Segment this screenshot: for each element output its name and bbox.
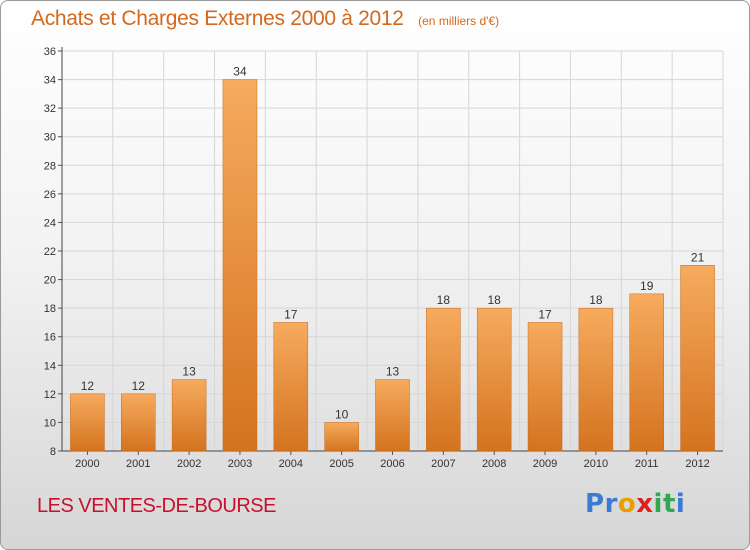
bar-2009 (527, 322, 563, 452)
chart-subtitle: (en milliers d'€) (418, 14, 500, 28)
y-tick-label: 16 (44, 332, 56, 344)
y-tick-label: 32 (44, 103, 56, 115)
bar-2004 (273, 322, 309, 452)
x-tick-label-2005: 2005 (329, 458, 353, 470)
data-label-2008: 18 (488, 293, 502, 307)
data-label-2005: 10 (335, 407, 349, 421)
bar-2001 (121, 393, 156, 452)
data-label-2004: 17 (284, 307, 298, 321)
chart-title-block: Achats et Charges Externes 2000 à 2012 (… (31, 7, 499, 31)
bar-2011 (629, 293, 664, 452)
data-label-2001: 12 (132, 379, 146, 393)
y-tick-label: 26 (44, 189, 56, 201)
bar-2010 (578, 307, 614, 452)
x-tick-label-2001: 2001 (126, 458, 150, 470)
y-tick-label: 22 (44, 246, 56, 258)
commune-name: LES VENTES-DE-BOURSE (37, 495, 276, 517)
bars (70, 79, 715, 452)
x-tick-label-2002: 2002 (177, 458, 201, 470)
bar-2008 (476, 307, 512, 452)
y-tick-label: 12 (44, 389, 56, 401)
y-tick-label: 36 (44, 46, 56, 58)
bar-2006 (375, 379, 410, 452)
data-label-2009: 17 (538, 307, 552, 321)
bar-2012 (680, 265, 715, 452)
x-tick-label-2010: 2010 (584, 458, 608, 470)
y-tick-label: 30 (44, 132, 56, 144)
bar-2005 (324, 422, 359, 452)
x-tick-label-2006: 2006 (380, 458, 404, 470)
x-tick-label-2000: 2000 (75, 458, 99, 470)
data-label-2002: 13 (182, 365, 196, 379)
data-label-2012: 21 (691, 250, 705, 264)
data-label-2003: 34 (233, 65, 247, 79)
x-tick-label-2011: 2011 (635, 458, 659, 470)
y-tick-label: 24 (44, 217, 56, 229)
data-label-2010: 18 (589, 293, 603, 307)
data-label-2000: 12 (81, 379, 95, 393)
data-label-2011: 19 (640, 279, 654, 293)
x-tick-label-2009: 2009 (533, 458, 557, 470)
y-tick-label: 8 (50, 446, 56, 458)
bar-2002 (171, 379, 207, 452)
x-tick-label-2012: 2012 (685, 458, 709, 470)
y-tick-label: 28 (44, 160, 56, 172)
data-label-2006: 13 (386, 365, 400, 379)
x-tick-label-2003: 2003 (228, 458, 252, 470)
x-tick-label-2008: 2008 (482, 458, 506, 470)
y-tick-label: 18 (44, 303, 56, 315)
bar-2003 (222, 79, 258, 452)
x-tick-label-2007: 2007 (431, 458, 455, 470)
chart-title: Achats et Charges Externes 2000 à 2012 (31, 7, 404, 30)
bar-2007 (426, 307, 461, 452)
data-label-2007: 18 (437, 293, 451, 307)
y-tick-label: 14 (44, 360, 56, 372)
x-tick-label-2004: 2004 (279, 458, 303, 470)
y-tick-label: 34 (44, 75, 56, 87)
bar-2000 (70, 393, 105, 452)
y-tick-label: 20 (44, 275, 56, 287)
y-tick-label: 10 (44, 417, 56, 429)
proxiti-logo[interactable]: Proxiti (585, 489, 686, 519)
data-labels: 12 12 13 34 17 10 13 18 18 17 18 19 21 (81, 65, 705, 422)
